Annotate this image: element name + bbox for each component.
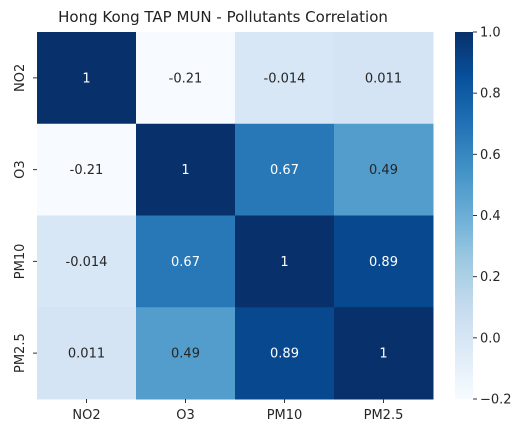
cell-value-label: 0.011	[365, 71, 402, 86]
colorbar-tick-label: 0.4	[480, 209, 501, 224]
heatmap-cell	[37, 307, 137, 400]
colorbar-tick-label: 0.0	[480, 331, 501, 346]
heatmap-value-labels: 1 -0.21 -0.014 0.011 -0.21 1 0.67 0.49 -0.014 0.6…	[66, 71, 403, 361]
x-tick-label: PM2.5	[364, 408, 404, 423]
heatmap-cell	[235, 123, 335, 216]
cell-value-label: -0.014	[264, 71, 306, 86]
x-tick-label: NO2	[72, 408, 100, 423]
heatmap-cell	[37, 123, 137, 216]
heatmap-cell	[235, 215, 335, 308]
colorbar-tick-label: 0.2	[480, 270, 501, 285]
heatmap-cell	[334, 307, 434, 400]
cell-value-label: -0.014	[66, 255, 108, 270]
cell-value-label: 0.011	[68, 347, 105, 362]
y-tick-label: PM2.5	[13, 333, 28, 373]
heatmap-cell	[235, 307, 335, 400]
y-axis: NO2 O3 PM10 PM2.5	[13, 64, 37, 373]
heatmap-cell	[37, 215, 137, 308]
colorbar-tick-label: −0.2	[480, 393, 512, 408]
cell-value-label: 0.67	[171, 255, 200, 270]
heatmap-cell	[334, 215, 434, 308]
x-tick-label: PM10	[267, 408, 303, 423]
cell-value-label: -0.21	[169, 71, 203, 86]
cell-value-label: 0.49	[369, 163, 398, 178]
heatmap-cell	[334, 123, 434, 216]
heatmap-cell	[37, 32, 137, 125]
colorbar-tick-label: 0.6	[480, 148, 501, 163]
heatmap-cell	[136, 307, 236, 400]
heatmap-cells	[37, 32, 434, 400]
colorbar-tick-label: 1.0	[480, 26, 501, 41]
chart-title: Hong Kong TAP MUN - Pollutants Correlati…	[58, 8, 388, 26]
cell-value-label: 0.89	[369, 255, 398, 270]
cell-value-label: 1	[379, 347, 387, 362]
cell-value-label: 0.89	[270, 347, 299, 362]
x-axis: NO2 O3 PM10 PM2.5	[72, 399, 403, 423]
heatmap-cell	[136, 123, 236, 216]
colorbar-ticks: 1.0 0.8 0.6 0.4 0.2 0.0 −0.2	[473, 26, 512, 408]
cell-value-label: 0.49	[171, 347, 200, 362]
cell-value-label: 1	[181, 163, 189, 178]
y-tick-label: O3	[13, 160, 28, 179]
colorbar: 1.0 0.8 0.6 0.4 0.2 0.0 −0.2	[455, 26, 512, 408]
heatmap-cell	[136, 215, 236, 308]
heatmap-cell	[136, 32, 236, 125]
cell-value-label: 1	[280, 255, 288, 270]
colorbar-tick-label: 0.8	[480, 87, 501, 102]
heatmap-cell	[334, 32, 434, 125]
colorbar-gradient	[455, 32, 473, 399]
cell-value-label: 1	[82, 71, 90, 86]
heatmap-cell	[235, 32, 335, 125]
cell-value-label: 0.67	[270, 163, 299, 178]
y-tick-label: NO2	[13, 64, 28, 92]
cell-value-label: -0.21	[70, 163, 104, 178]
y-tick-label: PM10	[13, 244, 28, 280]
x-tick-label: O3	[176, 408, 195, 423]
